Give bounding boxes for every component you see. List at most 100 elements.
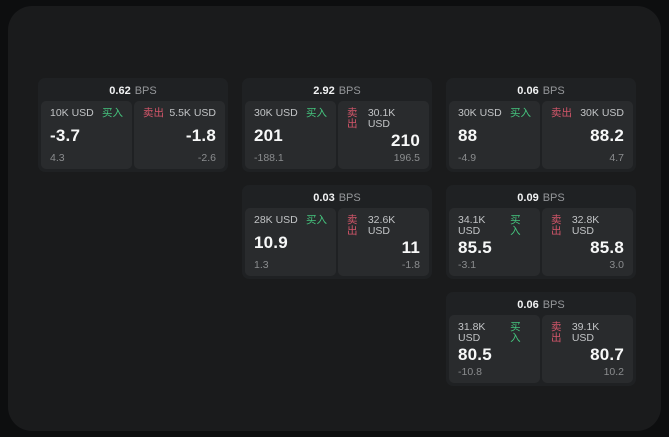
buy-side-label: 买入 [306,214,327,226]
sell-panel-header: 卖出 30.1K USD [347,108,420,129]
buy-price: 85.5 [458,238,492,258]
sell-side-label: 卖出 [143,107,164,119]
sell-notional: 32.8K USD [571,214,600,237]
sell-side-label: 卖出 [347,107,358,130]
buy-panel-header: 30K USD 买入 [458,108,531,119]
bps-value: 0.06 [517,299,539,311]
buy-panel[interactable]: 28K USD 买入 10.9 1.3 [245,208,336,276]
card-body: 34.1K USD 买入 85.5 -3.1 卖出 32.8K USD 85.8… [449,208,633,276]
sell-panel-header: 卖出 30K USD [551,108,624,119]
card-body: 28K USD 买入 10.9 1.3 卖出 32.6K USD 11 -1.8 [245,208,429,276]
sell-price: 80.7 [590,345,624,365]
buy-panel[interactable]: 30K USD 买入 201 -188.1 [245,101,336,169]
cards-grid: 0.62 BPS 10K USD 买入 -3.7 4.3 卖出 5.5K USD… [38,78,636,386]
buy-panel[interactable]: 31.8K USD 买入 80.5 -10.8 [449,315,540,383]
buy-side-label: 买入 [510,107,531,119]
sell-delta: 4.7 [609,151,624,164]
sell-delta: 10.2 [603,365,624,378]
buy-price: 201 [254,126,283,145]
sell-panel[interactable]: 卖出 5.5K USD -1.8 -2.6 [134,101,225,169]
bps-value: 2.92 [313,85,335,97]
sell-panel[interactable]: 卖出 39.1K USD 80.7 10.2 [542,315,633,383]
card-header: 0.62 BPS [41,81,225,101]
bps-value: 0.03 [313,192,335,204]
sell-notional: 30.1K USD [367,107,396,130]
sell-price: 210 [391,131,420,151]
card-body: 30K USD 买入 201 -188.1 卖出 30.1K USD 210 1… [245,101,429,169]
card-body: 30K USD 买入 88 -4.9 卖出 30K USD 88.2 4.7 [449,101,633,169]
sell-price: -1.8 [185,126,216,145]
bps-unit-label: BPS [542,85,565,97]
buy-side-label: 买入 [510,214,521,237]
buy-panel-header: 10K USD 买入 [50,108,123,119]
buy-panel-header: 34.1K USD 买入 [458,215,531,236]
buy-notional: 10K USD [50,107,94,119]
sell-side-label: 卖出 [551,107,572,119]
card-body: 10K USD 买入 -3.7 4.3 卖出 5.5K USD -1.8 -2.… [41,101,225,169]
sell-panel[interactable]: 卖出 32.8K USD 85.8 3.0 [542,208,633,276]
sell-notional: 32.6K USD [367,214,396,237]
sell-panel[interactable]: 卖出 30.1K USD 210 196.5 [338,101,429,169]
quote-card[interactable]: 0.62 BPS 10K USD 买入 -3.7 4.3 卖出 5.5K USD… [38,78,228,172]
bps-unit-label: BPS [338,85,361,97]
sell-panel[interactable]: 卖出 30K USD 88.2 4.7 [542,101,633,169]
buy-price: -3.7 [50,126,81,145]
sell-panel[interactable]: 卖出 32.6K USD 11 -1.8 [338,208,429,276]
card-header: 0.06 BPS [449,81,633,101]
buy-notional: 30K USD [458,107,502,119]
buy-price: 88 [458,126,478,145]
sell-notional: 39.1K USD [571,321,600,344]
buy-price: 80.5 [458,345,492,365]
bps-value: 0.62 [109,85,131,97]
bps-unit-label: BPS [542,299,565,311]
quote-card[interactable]: 0.06 BPS 31.8K USD 买入 80.5 -10.8 卖出 39.1… [446,292,636,386]
buy-delta: 4.3 [50,151,65,164]
bps-unit-label: BPS [542,192,565,204]
sell-panel-header: 卖出 39.1K USD [551,322,624,343]
sell-delta: -2.6 [197,151,216,164]
sell-delta: -1.8 [401,258,420,271]
buy-panel-header: 28K USD 买入 [254,215,327,226]
sell-side-label: 卖出 [551,214,562,237]
buy-delta: -188.1 [254,151,284,164]
buy-notional: 34.1K USD [458,214,486,237]
quote-card[interactable]: 2.92 BPS 30K USD 买入 201 -188.1 卖出 30.1K … [242,78,432,172]
buy-panel[interactable]: 30K USD 买入 88 -4.9 [449,101,540,169]
sell-panel-header: 卖出 32.6K USD [347,215,420,236]
buy-panel[interactable]: 10K USD 买入 -3.7 4.3 [41,101,132,169]
sell-side-label: 卖出 [551,321,562,344]
sell-price: 88.2 [590,126,624,145]
card-header: 0.06 BPS [449,295,633,315]
buy-panel-header: 30K USD 买入 [254,108,327,119]
buy-delta: -10.8 [458,365,482,378]
buy-delta: 1.3 [254,258,269,271]
buy-delta: -4.9 [458,151,477,164]
sell-panel-header: 卖出 32.8K USD [551,215,624,236]
main-panel: 0.62 BPS 10K USD 买入 -3.7 4.3 卖出 5.5K USD… [8,6,661,431]
card-body: 31.8K USD 买入 80.5 -10.8 卖出 39.1K USD 80.… [449,315,633,383]
quote-card[interactable]: 0.09 BPS 34.1K USD 买入 85.5 -3.1 卖出 32.8K… [446,185,636,279]
sell-price: 85.8 [590,238,624,258]
quote-card[interactable]: 0.06 BPS 30K USD 买入 88 -4.9 卖出 30K USD 8… [446,78,636,172]
buy-notional: 28K USD [254,214,298,226]
bps-unit-label: BPS [338,192,361,204]
quote-card[interactable]: 0.03 BPS 28K USD 买入 10.9 1.3 卖出 32.6K US… [242,185,432,279]
sell-notional: 5.5K USD [169,107,216,119]
bps-unit-label: BPS [134,85,157,97]
buy-side-label: 买入 [510,321,521,344]
sell-delta: 196.5 [393,151,420,164]
card-header: 2.92 BPS [245,81,429,101]
buy-panel[interactable]: 34.1K USD 买入 85.5 -3.1 [449,208,540,276]
bps-value: 0.09 [517,192,539,204]
buy-delta: -3.1 [458,258,477,271]
buy-notional: 30K USD [254,107,298,119]
sell-price: 11 [401,238,420,258]
buy-notional: 31.8K USD [458,321,486,344]
bps-value: 0.06 [517,85,539,97]
buy-side-label: 买入 [102,107,123,119]
buy-panel-header: 31.8K USD 买入 [458,322,531,343]
card-header: 0.09 BPS [449,188,633,208]
sell-notional: 30K USD [580,107,624,119]
buy-price: 10.9 [254,233,288,252]
buy-side-label: 买入 [306,107,327,119]
